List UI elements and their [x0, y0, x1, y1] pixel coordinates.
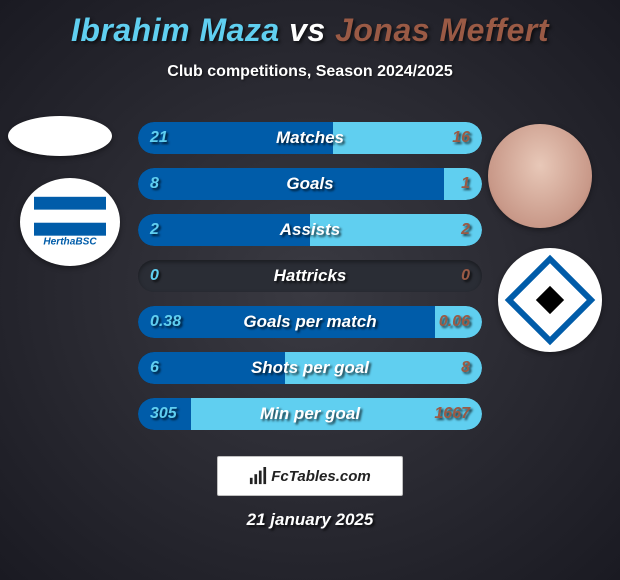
stat-value-right: 0.06 [439, 306, 470, 338]
stat-label: Matches [138, 122, 482, 154]
stat-value-right: 1 [461, 168, 470, 200]
stat-value-right: 2 [461, 214, 470, 246]
page-title: Ibrahim Maza vs Jonas Meffert [0, 0, 620, 49]
stat-value-left: 305 [150, 398, 177, 430]
vs-text: vs [289, 12, 326, 48]
brand-badge[interactable]: FcTables.com [217, 456, 403, 496]
stat-label: Goals per match [138, 306, 482, 338]
brand-text: FcTables.com [271, 468, 370, 485]
stat-label: Goals [138, 168, 482, 200]
stat-label: Min per goal [138, 398, 482, 430]
stat-value-right: 1667 [434, 398, 470, 430]
stat-row: Min per goal305 1667 [138, 398, 482, 430]
stat-row: Hattricks0 0 [138, 260, 482, 292]
stat-label: Hattricks [138, 260, 482, 292]
svg-text:HerthaBSC: HerthaBSC [43, 236, 97, 247]
subtitle: Club competitions, Season 2024/2025 [0, 63, 620, 81]
player1-avatar [8, 116, 112, 156]
stat-value-left: 8 [150, 168, 159, 200]
stat-value-left: 6 [150, 352, 159, 384]
stat-value-right: 0 [461, 260, 470, 292]
stat-label: Assists [138, 214, 482, 246]
date-text: 21 january 2025 [0, 510, 620, 530]
player1-name: Ibrahim Maza [71, 12, 280, 48]
player2-name: Jonas Meffert [335, 12, 549, 48]
stat-value-left: 21 [150, 122, 168, 154]
stat-row: Goals8 1 [138, 168, 482, 200]
stat-label: Shots per goal [138, 352, 482, 384]
chart-icon [249, 467, 267, 485]
stats-rows: Matches2116Goals81Assists22Hattricks00Go… [138, 122, 482, 444]
stat-row: Matches21 16 [138, 122, 482, 154]
stat-row: Assists2 2 [138, 214, 482, 246]
stat-value-left: 2 [150, 214, 159, 246]
stat-value-left: 0.38 [150, 306, 181, 338]
hsv-icon-core [536, 286, 564, 314]
player2-club-badge [498, 248, 602, 352]
player1-club-badge: HerthaBSC [20, 178, 120, 266]
stat-row: Goals per match0.38 0.06 [138, 306, 482, 338]
stat-row: Shots per goal6 8 [138, 352, 482, 384]
stat-value-right: 8 [461, 352, 470, 384]
player2-avatar [488, 124, 592, 228]
hsv-icon [505, 255, 596, 346]
hertha-bsc-icon: HerthaBSC [34, 195, 106, 249]
stat-value-left: 0 [150, 260, 159, 292]
stat-value-right: 16 [452, 122, 470, 154]
comparison-container: Ibrahim Maza vs Jonas Meffert Club compe… [0, 0, 620, 580]
